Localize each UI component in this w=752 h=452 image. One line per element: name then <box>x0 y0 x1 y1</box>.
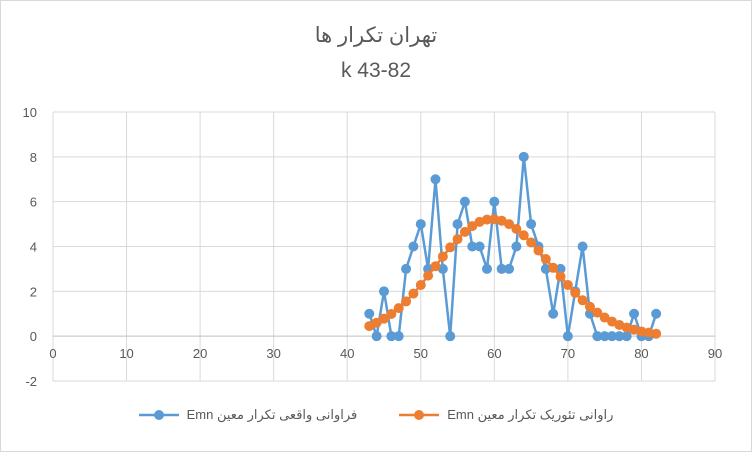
series-actual-point <box>408 241 419 252</box>
series-actual-point <box>607 331 618 342</box>
series-theoretical-point <box>599 312 610 323</box>
series-actual-point <box>489 196 500 207</box>
series-theoretical-point <box>467 221 478 232</box>
series-actual-point <box>599 331 610 342</box>
series-theoretical-point <box>636 326 647 337</box>
chart-subtitle: k 43-82 <box>340 59 412 82</box>
series-theoretical-point <box>548 262 559 273</box>
x-tick-label: 40 <box>340 346 354 361</box>
legend-item-actual: فراوانی واقعی تکرار معین Emn <box>138 407 358 423</box>
series-theoretical-point <box>533 245 544 256</box>
series-theoretical-point <box>651 328 662 339</box>
series-actual-point <box>592 331 603 342</box>
series-theoretical-point <box>401 296 412 307</box>
x-tick-label: 80 <box>634 346 648 361</box>
series-actual-point <box>518 151 529 162</box>
x-tick-label: 30 <box>266 346 280 361</box>
series-theoretical-point <box>643 327 654 338</box>
series-theoretical-point <box>511 224 522 235</box>
series-theoretical-point <box>415 280 426 291</box>
tick-labels: 0 10 20 30 40 50 60 70 80 90 -2 0 2 4 6 8 10 <box>23 105 723 389</box>
series-actual-point <box>467 241 478 252</box>
legend-marker-theoretical <box>399 410 440 420</box>
series-actual-point <box>401 263 412 274</box>
legend-label-theoretical: راوانی تئوریک تکرار معین Emn <box>447 407 614 422</box>
y-tick-label: 0 <box>30 329 37 344</box>
series-actual-point <box>393 331 404 342</box>
x-tick-label: 0 <box>49 346 56 361</box>
series-actual-point <box>629 308 640 319</box>
series-theoretical-point <box>437 251 448 262</box>
series-actual-point <box>540 263 551 274</box>
series-theoretical-point <box>371 317 382 328</box>
series-actual-point <box>651 308 662 319</box>
series-actual-point <box>562 331 573 342</box>
series-actual-point <box>584 308 595 319</box>
series-theoretical-point <box>393 303 404 314</box>
y-tick-label: 8 <box>30 150 37 165</box>
series-actual-point <box>379 286 389 297</box>
x-tick-label: 20 <box>193 346 207 361</box>
series-actual-point <box>555 263 566 274</box>
series-actual-point <box>548 308 559 319</box>
series-theoretical-point <box>518 230 529 241</box>
series-actual-point <box>459 196 470 207</box>
series-theoretical-point <box>504 219 515 230</box>
series-actual-point <box>621 331 632 342</box>
series-actual-point <box>481 263 492 274</box>
series-actual-point <box>452 219 463 230</box>
y-tick-label: 6 <box>30 195 37 210</box>
y-tick-label: 2 <box>30 284 37 299</box>
series-theoretical-point <box>584 301 595 312</box>
series-theoretical-point <box>430 261 441 272</box>
x-tick-label: 90 <box>708 346 722 361</box>
series-actual-point <box>614 331 625 342</box>
series-actual-point <box>496 263 507 274</box>
series-theoretical-point <box>562 280 573 291</box>
series-actual-point <box>577 241 588 252</box>
series-theoretical-point <box>540 254 551 265</box>
series-theoretical-point <box>379 313 389 324</box>
series-theoretical-point <box>423 270 434 281</box>
legend-item-theoretical: راوانی تئوریک تکرار معین Emn <box>399 407 613 423</box>
series-theoretical-point <box>445 242 456 253</box>
series-theoretical-point <box>555 271 566 282</box>
x-tick-label: 60 <box>487 346 501 361</box>
legend-marker-actual <box>138 410 179 420</box>
series-theoretical-point <box>592 307 603 318</box>
series-theoretical-point <box>459 226 470 237</box>
series-actual-point <box>386 331 397 342</box>
series-actual-point <box>511 241 522 252</box>
y-tick-label: 4 <box>30 240 37 255</box>
x-tick-label: 10 <box>119 346 133 361</box>
series-theoretical-point <box>481 214 492 225</box>
series-theoretical-point <box>408 288 419 299</box>
y-tick-label: 10 <box>23 105 37 120</box>
series-actual-point <box>474 241 485 252</box>
legend: فراوانی واقعی تکرار معین Emn راوانی تئور… <box>1 407 751 423</box>
series-actual-point <box>430 174 441 185</box>
series-theoretical-point <box>577 295 588 306</box>
legend-label-actual: فراوانی واقعی تکرار معین Emn <box>186 407 358 422</box>
series-actual-point <box>526 219 537 230</box>
series-theoretical-point <box>526 237 537 248</box>
y-tick-label: -2 <box>25 374 37 389</box>
series-theoretical-point <box>386 308 397 319</box>
series-theoretical-point <box>452 234 463 245</box>
series-theoretical-point <box>570 287 581 298</box>
series-layer <box>364 151 662 342</box>
series-actual-point <box>445 331 456 342</box>
grid <box>52 111 716 382</box>
chart-title: تهران تکرار ها <box>314 24 438 47</box>
x-tick-label: 50 <box>414 346 428 361</box>
series-theoretical-line <box>368 217 657 335</box>
x-tick-label: 70 <box>561 346 575 361</box>
series-actual-point <box>371 331 382 342</box>
series-actual-point <box>415 219 426 230</box>
series-actual-point <box>364 308 375 319</box>
series-actual-point <box>504 263 515 274</box>
